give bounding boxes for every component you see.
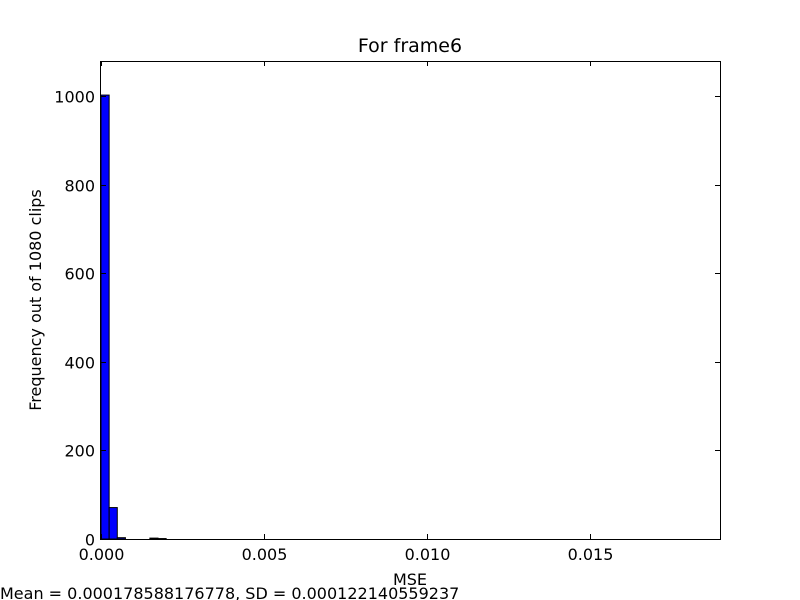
y-tick-label-2: 400 (64, 354, 95, 373)
histogram-bar-1 (108, 507, 118, 540)
bars-layer (100, 94, 167, 540)
y-axis-title: Frequency out of 1080 clips (26, 189, 45, 411)
histogram-bar-3 (149, 537, 159, 540)
y-tick-label-0: 0 (85, 531, 95, 550)
y-tick-label-3: 600 (64, 265, 95, 284)
x-tick-label-3: 0.015 (568, 545, 614, 564)
x-tick-label-1: 0.005 (242, 545, 288, 564)
y-tick-label-4: 800 (64, 177, 95, 196)
x-tick-label-0: 0.000 (79, 545, 125, 564)
ticks-layer: 0.000 0.005 0.010 0.015 0 200 400 600 800 1000 (54, 61, 720, 564)
chart-title: For frame6 (358, 35, 462, 57)
plot-frame (100, 61, 721, 540)
histogram-bar-2 (116, 537, 126, 540)
y-tick-label-1: 200 (64, 442, 95, 461)
x-axis-title: MSE (393, 570, 427, 589)
x-tick-label-2: 0.010 (405, 545, 451, 564)
stats-footnote: Mean = 0.000178588176778, SD = 0.0001221… (0, 584, 459, 600)
histogram-bar-0 (100, 94, 110, 540)
y-tick-label-5: 1000 (54, 88, 95, 107)
histogram-bar-4 (157, 538, 167, 540)
